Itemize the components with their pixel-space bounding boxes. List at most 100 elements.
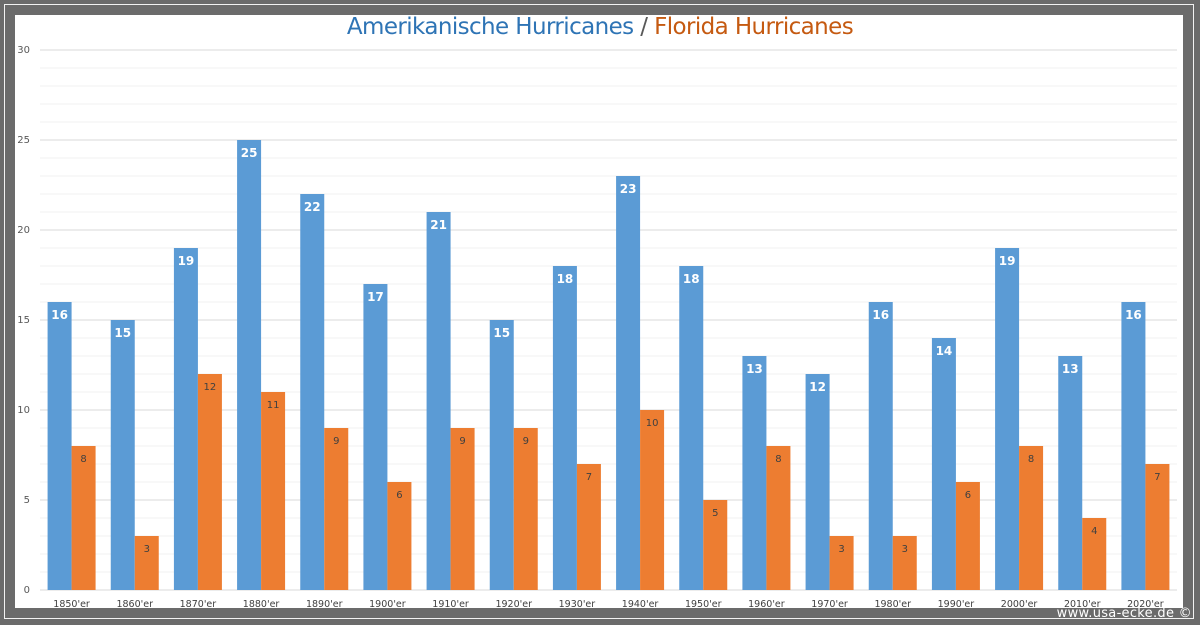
- bar-us-hurricanes: [426, 212, 451, 590]
- bar-us-hurricanes: [742, 356, 767, 590]
- bar-florida-hurricanes: [387, 482, 412, 590]
- bar-us-hurricanes: [363, 284, 388, 590]
- bar-florida-hurricanes: [576, 464, 601, 590]
- x-tick-label: 2010'er: [1064, 599, 1101, 610]
- bar-florida-hurricanes: [1082, 518, 1107, 590]
- data-label-florida: 3: [144, 544, 150, 555]
- bar-florida-hurricanes: [71, 446, 96, 590]
- bar-florida-hurricanes: [450, 428, 475, 590]
- title-florida-hurricanes: Florida Hurricanes: [654, 14, 854, 40]
- bar-florida-hurricanes: [513, 428, 538, 590]
- bar-us-hurricanes: [931, 338, 956, 590]
- x-tick-label: 1950'er: [685, 599, 722, 610]
- x-tick-label: 1940'er: [622, 599, 659, 610]
- x-tick-label: 1870'er: [180, 599, 217, 610]
- bar-us-hurricanes: [552, 266, 577, 590]
- x-tick-label: 1990'er: [938, 599, 975, 610]
- bar-us-hurricanes: [47, 302, 72, 590]
- data-label-us: 19: [999, 254, 1016, 268]
- y-tick-label: 0: [24, 585, 30, 596]
- bar-us-hurricanes: [300, 194, 325, 590]
- gridlines: [40, 49, 1177, 591]
- outer-frame-line: [4, 4, 1194, 619]
- data-label-us: 23: [620, 182, 637, 196]
- bar-florida-hurricanes: [261, 392, 286, 590]
- bar-us-hurricanes: [616, 176, 641, 590]
- bar-us-hurricanes: [805, 374, 830, 590]
- x-tick-label: 1890'er: [306, 599, 343, 610]
- x-tick-label: 1960'er: [748, 599, 785, 610]
- x-tick-label: 1930'er: [559, 599, 596, 610]
- x-tick-label: 1980'er: [874, 599, 911, 610]
- bar-florida-hurricanes: [1019, 446, 1044, 590]
- data-label-florida: 6: [965, 490, 971, 501]
- data-label-us: 25: [241, 146, 258, 160]
- x-tick-label: 1900'er: [369, 599, 406, 610]
- x-tick-label: 2020'er: [1127, 599, 1164, 610]
- data-label-florida: 3: [902, 544, 908, 555]
- data-label-florida: 4: [1091, 526, 1097, 537]
- bar-florida-hurricanes: [955, 482, 980, 590]
- data-label-us: 21: [430, 218, 447, 232]
- bar-us-hurricanes: [489, 320, 514, 590]
- data-label-us: 18: [557, 272, 574, 286]
- data-label-florida: 7: [1154, 472, 1160, 483]
- data-label-us: 18: [683, 272, 700, 286]
- data-label-us: 17: [367, 290, 384, 304]
- y-tick-label: 20: [17, 225, 30, 236]
- y-tick-label: 25: [17, 135, 30, 146]
- data-label-florida: 10: [646, 418, 659, 429]
- bar-florida-hurricanes: [829, 536, 854, 590]
- bar-florida-hurricanes: [703, 500, 728, 590]
- data-label-florida: 8: [1028, 454, 1034, 465]
- data-label-florida: 12: [204, 382, 217, 393]
- title-us-hurricanes: Amerikanische Hurricanes: [346, 14, 634, 40]
- bar-us-hurricanes: [173, 248, 198, 590]
- title-separator: /: [633, 14, 655, 40]
- x-tick-label: 1970'er: [811, 599, 848, 610]
- bar-florida-hurricanes: [134, 536, 159, 590]
- x-tick-label: 1850'er: [53, 599, 90, 610]
- data-label-us: 16: [1125, 308, 1142, 322]
- data-label-florida: 9: [333, 436, 339, 447]
- bar-florida-hurricanes: [892, 536, 917, 590]
- bar-florida-hurricanes: [766, 446, 791, 590]
- data-label-florida: 8: [80, 454, 86, 465]
- bar-us-hurricanes: [237, 140, 262, 590]
- bar-florida-hurricanes: [1145, 464, 1170, 590]
- bar-florida-hurricanes: [197, 374, 222, 590]
- x-tick-label: 1880'er: [243, 599, 280, 610]
- bars: [47, 140, 1170, 590]
- data-label-us: 22: [304, 200, 321, 214]
- data-label-us: 19: [178, 254, 195, 268]
- y-tick-label: 10: [17, 405, 30, 416]
- data-label-us: 12: [809, 380, 826, 394]
- data-labels: 16 8 15 3 19 12 25 11 22 9 17 6 21 9 15 9 18 7 23 10 18 5 13 8 1…: [51, 146, 1160, 555]
- data-label-us: 13: [746, 362, 763, 376]
- data-label-florida: 5: [712, 508, 718, 519]
- y-axis-ticks: 0 5 10 15 20 25 30: [17, 45, 30, 596]
- data-label-us: 16: [51, 308, 68, 322]
- data-label-us: 16: [872, 308, 889, 322]
- data-label-us: 15: [114, 326, 131, 340]
- y-tick-label: 30: [17, 45, 30, 56]
- x-tick-label: 1920'er: [495, 599, 532, 610]
- chart-title: Amerikanische Hurricanes / Florida Hurri…: [0, 14, 1200, 40]
- data-label-florida: 9: [523, 436, 529, 447]
- bar-florida-hurricanes: [640, 410, 665, 590]
- x-tick-label: 1860'er: [116, 599, 153, 610]
- data-label-us: 13: [1062, 362, 1079, 376]
- bar-florida-hurricanes: [324, 428, 349, 590]
- bar-us-hurricanes: [868, 302, 893, 590]
- bar-us-hurricanes: [995, 248, 1020, 590]
- x-axis-ticks: 1850'er 1860'er 1870'er 1880'er 1890'er 1900'…: [53, 599, 1163, 610]
- data-label-florida: 7: [586, 472, 592, 483]
- data-label-florida: 6: [396, 490, 402, 501]
- x-tick-label: 2000'er: [1001, 599, 1038, 610]
- data-label-florida: 11: [267, 400, 280, 411]
- y-tick-label: 15: [17, 315, 30, 326]
- data-label-us: 15: [493, 326, 510, 340]
- data-label-florida: 8: [775, 454, 781, 465]
- data-label-us: 14: [936, 344, 953, 358]
